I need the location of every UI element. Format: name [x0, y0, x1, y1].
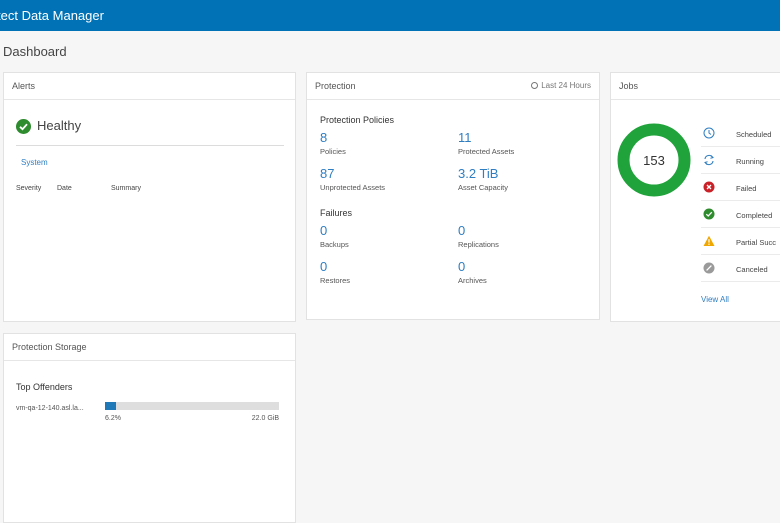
metric-label: Asset Capacity: [458, 183, 509, 192]
metric-label: Backups: [320, 240, 349, 249]
view-all-link[interactable]: View All: [701, 295, 729, 304]
clock-icon: [531, 82, 539, 89]
tab-system[interactable]: System: [21, 158, 48, 167]
metric-asset-capacity[interactable]: 3.2 TiB Asset Capacity: [458, 166, 509, 193]
job-status-label: Running: [736, 157, 764, 166]
metric-value: 0: [458, 223, 466, 238]
metric-archives[interactable]: 0 Archives: [458, 259, 487, 286]
metric-replications[interactable]: 0 Replications: [458, 223, 499, 250]
top-offenders-title: Top Offenders: [16, 382, 73, 392]
metric-restores[interactable]: 0 Restores: [320, 259, 351, 286]
job-status-failed[interactable]: Failed: [701, 175, 780, 201]
protection-storage-header: Protection Storage: [4, 334, 295, 361]
protection-policies-title: Protection Policies: [320, 115, 395, 125]
job-status-label: Partial Succ: [736, 238, 777, 247]
metric-value: 8: [320, 130, 328, 145]
metric-value: 87: [320, 166, 335, 181]
cancel-icon: [703, 262, 715, 274]
column-header-severity[interactable]: Severity: [16, 185, 42, 192]
metric-label: Replications: [458, 240, 499, 249]
metric-label: Protected Assets: [458, 147, 515, 156]
error-icon: [703, 181, 715, 193]
timeframe-label: Last 24 Hours: [541, 81, 591, 90]
job-status-label: Scheduled: [736, 130, 772, 139]
alerts-card: Alerts Healthy System Severity Date Summ…: [3, 72, 296, 322]
metric-value: 3.2 TiB: [458, 166, 499, 181]
column-header-date[interactable]: Date: [57, 185, 72, 192]
job-status-label: Failed: [736, 184, 757, 193]
failures-title: Failures: [320, 208, 353, 218]
job-status-label: Completed: [736, 211, 773, 220]
metric-unprotected-assets[interactable]: 87 Unprotected Assets: [320, 166, 386, 193]
metric-value: 0: [320, 223, 328, 238]
jobs-card: Jobs 153 Scheduled Running Failed Compl: [610, 72, 780, 322]
metric-value: 0: [320, 259, 328, 274]
page-title: Dashboard: [3, 44, 67, 59]
health-status-label: Healthy: [37, 118, 82, 133]
alerts-header: Alerts: [4, 73, 295, 100]
job-status-completed[interactable]: Completed: [701, 202, 780, 228]
job-status-running[interactable]: Running: [701, 148, 780, 174]
refresh-icon: [704, 154, 714, 166]
metric-label: Unprotected Assets: [320, 183, 386, 192]
jobs-header: Jobs: [611, 73, 780, 100]
divider: [16, 145, 284, 146]
metric-label: Archives: [458, 276, 487, 285]
protection-header: Protection Last 24 Hours: [307, 73, 599, 100]
column-header-summary[interactable]: Summary: [111, 185, 141, 192]
protection-card: Protection Last 24 Hours Protection Poli…: [306, 72, 600, 320]
job-status-partial-success[interactable]: Partial Succ: [701, 229, 780, 255]
metric-value: 0: [458, 259, 466, 274]
offender-percent: 6.2%: [105, 415, 121, 422]
offender-usage-fill: [105, 402, 116, 410]
jobs-donut-chart[interactable]: [617, 123, 691, 197]
protection-header-label: Protection: [315, 81, 356, 91]
offender-usage-bar: [105, 402, 279, 410]
check-circle-icon: [16, 119, 31, 134]
app-title: tect Data Manager: [0, 8, 104, 23]
offender-name[interactable]: vm-qa-12-140.asl.la...: [16, 405, 84, 412]
job-status-scheduled[interactable]: Scheduled: [701, 121, 780, 147]
metric-protected-assets[interactable]: 11 Protected Assets: [458, 130, 515, 157]
protection-storage-card: Protection Storage Top Offenders vm-qa-1…: [3, 333, 296, 523]
jobs-total: 153: [643, 153, 665, 168]
metric-value: 11: [458, 130, 472, 145]
metric-label: Restores: [320, 276, 351, 285]
job-status-label: Canceled: [736, 265, 768, 274]
clock-icon: [703, 127, 715, 139]
job-status-canceled[interactable]: Canceled: [701, 256, 780, 282]
top-bar: tect Data Manager: [0, 0, 780, 31]
metric-label: Policies: [320, 147, 346, 156]
check-circle-icon: [703, 208, 715, 220]
warning-icon: [703, 235, 715, 246]
offender-capacity: 22.0 GiB: [251, 415, 279, 422]
timeframe-selector[interactable]: Last 24 Hours: [531, 81, 591, 90]
metric-policies[interactable]: 8 Policies: [320, 130, 346, 157]
metric-backups[interactable]: 0 Backups: [320, 223, 349, 250]
